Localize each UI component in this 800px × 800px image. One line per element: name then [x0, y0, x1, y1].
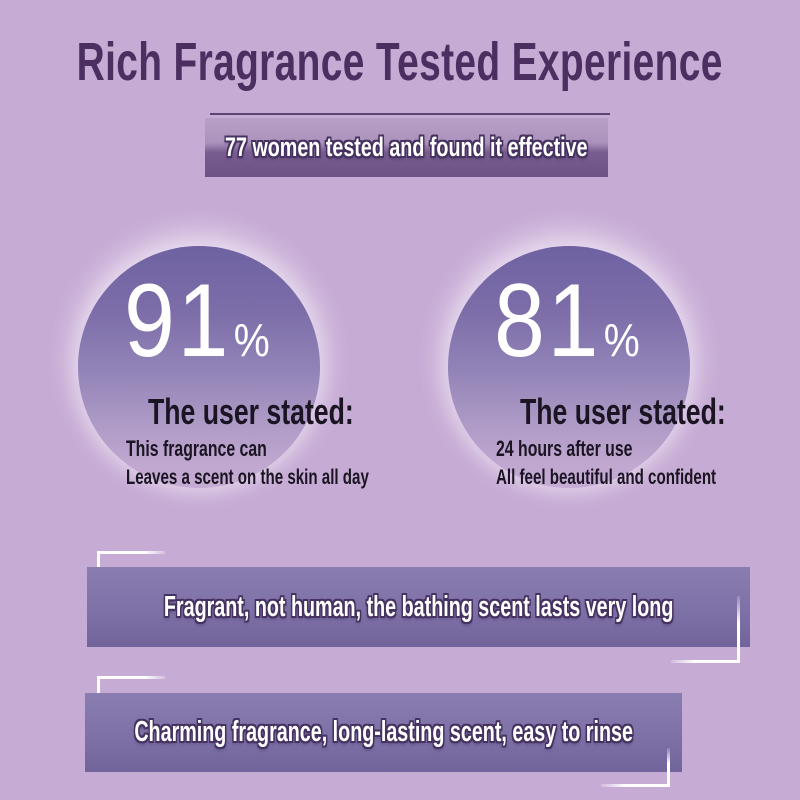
corner-bracket-top-left [97, 551, 165, 554]
corner-bracket-bottom-right [667, 748, 670, 787]
stat-detail-line: This fragrance can [126, 436, 267, 461]
percent-value: 81 [494, 263, 602, 379]
corner-bracket-bottom-right [671, 660, 740, 663]
stat-detail-line: Leaves a scent on the skin all day [126, 466, 369, 489]
stat-heading: The user stated: [148, 391, 354, 432]
tested-banner-label: 77 women tested and found it effective [225, 132, 588, 162]
ribbon: Charming fragrance, long-lasting scent, … [85, 693, 682, 772]
page-title-text: Rich Fragrance Tested Experience [76, 32, 724, 92]
stat-detail-line: All feel beautiful and confident [496, 466, 717, 489]
ribbon-label: Fragrant, not human, the bathing scent l… [163, 590, 674, 623]
page-title: Rich Fragrance Tested Experience [0, 31, 800, 93]
corner-bracket-top-left [97, 676, 165, 679]
stat-heading: The user stated: [520, 391, 726, 432]
stat-percent: 91 % [124, 269, 270, 373]
percent-sign: % [233, 314, 270, 366]
tested-banner: 77 women tested and found it effective [205, 118, 608, 177]
stat-circle [78, 246, 320, 488]
corner-bracket-bottom-right [737, 596, 740, 663]
stat-percent: 81 % [494, 269, 640, 373]
stat-detail-line: 24 hours after use [496, 436, 633, 461]
corner-bracket-bottom-right [601, 784, 670, 787]
stat-circle [448, 246, 690, 488]
ribbon-label: Charming fragrance, long-lasting scent, … [134, 716, 633, 748]
banner-top-divider [210, 113, 610, 115]
ribbon: Fragrant, not human, the bathing scent l… [87, 567, 750, 647]
percent-sign: % [603, 314, 640, 366]
percent-value: 91 [124, 263, 232, 379]
